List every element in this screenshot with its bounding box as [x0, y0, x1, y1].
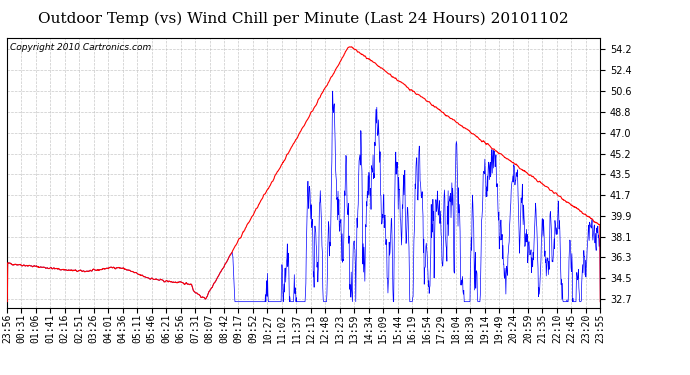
Text: Copyright 2010 Cartronics.com: Copyright 2010 Cartronics.com: [10, 43, 151, 52]
Text: Outdoor Temp (vs) Wind Chill per Minute (Last 24 Hours) 20101102: Outdoor Temp (vs) Wind Chill per Minute …: [38, 11, 569, 26]
